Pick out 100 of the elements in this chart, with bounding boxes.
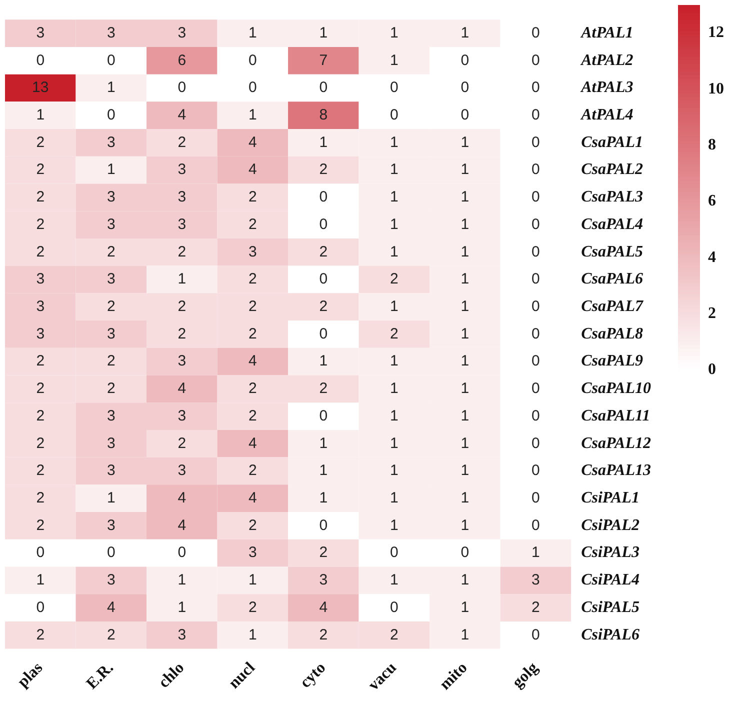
color-bar-label: 0 — [708, 361, 716, 378]
y-tick-label: CsiPAL5 — [581, 598, 640, 616]
data-label: 1 — [390, 407, 398, 424]
y-tick-label: CsiPAL2 — [581, 516, 640, 534]
data-label: 1 — [390, 216, 398, 233]
color-bar-label: 2 — [708, 304, 716, 322]
data-label: 1 — [390, 243, 398, 260]
data-label: 3 — [106, 216, 116, 233]
data-label: 0 — [390, 544, 398, 562]
data-label: 0 — [532, 407, 540, 424]
data-label: 1 — [36, 106, 45, 124]
y-tick-label: CsaPAL11 — [581, 407, 650, 424]
data-label: 2 — [390, 325, 398, 342]
data-label: 0 — [319, 325, 328, 342]
color-bar-label: 8 — [708, 136, 716, 154]
data-label: 1 — [532, 544, 540, 562]
data-label: 0 — [532, 516, 540, 534]
data-label: 1 — [460, 462, 470, 480]
data-label: 2 — [248, 516, 257, 534]
data-label: 3 — [178, 161, 186, 178]
data-label: 1 — [106, 161, 116, 178]
data-label: 0 — [460, 106, 470, 124]
data-label: 1 — [106, 489, 116, 506]
data-label: 1 — [460, 626, 470, 644]
data-label: 0 — [106, 106, 116, 124]
data-label: 3 — [178, 352, 186, 370]
data-label: 1 — [460, 407, 470, 424]
data-label: 2 — [178, 434, 186, 452]
data-label: 3 — [106, 434, 116, 452]
data-label: 1 — [460, 598, 470, 616]
data-label: 3 — [36, 24, 45, 42]
data-label: 3 — [106, 270, 116, 288]
data-label: 4 — [248, 161, 257, 178]
data-label: 2 — [248, 407, 257, 424]
data-label: 8 — [319, 106, 328, 124]
data-label: 1 — [390, 434, 398, 452]
data-label: 4 — [178, 489, 186, 506]
data-label: 0 — [460, 79, 470, 96]
data-label: 0 — [532, 106, 540, 124]
x-tick-label: golg — [509, 659, 542, 692]
data-label: 0 — [532, 188, 540, 206]
x-tick-label: E.R. — [83, 659, 117, 693]
data-label: 0 — [178, 544, 186, 562]
y-tick-label: CsaPAL10 — [581, 380, 652, 398]
data-label: 1 — [319, 489, 328, 506]
color-bar-label: 6 — [708, 192, 716, 210]
data-label: 1 — [390, 298, 398, 315]
y-tick-label: AtPAL4 — [580, 106, 634, 124]
data-label: 3 — [178, 407, 186, 424]
data-label: 0 — [248, 79, 257, 96]
data-label: 1 — [106, 79, 116, 96]
y-tick-label: CsiPAL3 — [581, 544, 640, 562]
data-label: 3 — [106, 407, 116, 424]
data-label: 2 — [248, 216, 257, 233]
data-label: 0 — [390, 598, 398, 616]
data-label: 4 — [248, 352, 257, 370]
data-label: 0 — [460, 544, 470, 562]
data-label: 0 — [36, 598, 45, 616]
y-tick-label: AtPAL2 — [580, 52, 634, 69]
data-label: 2 — [106, 352, 116, 370]
data-label: 2 — [36, 352, 45, 370]
data-label: 1 — [460, 134, 470, 151]
data-label: 0 — [532, 298, 540, 315]
data-label: 1 — [460, 572, 470, 589]
data-label: 1 — [248, 572, 257, 589]
data-label: 3 — [36, 325, 45, 342]
data-label: 2 — [248, 188, 257, 206]
y-tick-label: CsaPAL4 — [581, 216, 644, 233]
data-label: 3 — [106, 572, 116, 589]
data-label: 1 — [178, 598, 186, 616]
data-label: 1 — [460, 298, 470, 315]
data-label: 3 — [106, 134, 116, 151]
y-tick-label: CsaPAL12 — [581, 434, 652, 452]
data-label: 1 — [460, 489, 470, 506]
data-label: 2 — [248, 325, 257, 342]
data-label: 1 — [390, 352, 398, 370]
data-label: 3 — [106, 516, 116, 534]
data-label: 3 — [106, 325, 116, 342]
y-tick-label: CsaPAL8 — [581, 325, 644, 342]
data-label: 2 — [36, 626, 45, 644]
data-label: 4 — [178, 106, 186, 124]
y-tick-label: CsaPAL3 — [581, 188, 644, 206]
data-label: 1 — [248, 626, 257, 644]
color-bar-label: 12 — [708, 24, 724, 42]
data-label: 1 — [460, 352, 470, 370]
data-label: 2 — [248, 462, 257, 480]
color-bar-label: 10 — [708, 80, 724, 98]
data-label: 2 — [390, 626, 398, 644]
data-label: 3 — [248, 243, 257, 260]
data-label: 1 — [319, 24, 328, 42]
data-label: 3 — [248, 544, 257, 562]
data-label: 4 — [248, 434, 257, 452]
data-label: 3 — [178, 24, 186, 42]
data-label: 3 — [319, 572, 328, 589]
data-label: 0 — [532, 325, 540, 342]
data-label: 1 — [390, 52, 398, 69]
data-label: 7 — [319, 52, 328, 69]
data-label: 4 — [248, 134, 257, 151]
y-tick-label: CsaPAL7 — [581, 298, 644, 315]
data-label: 0 — [532, 161, 540, 178]
